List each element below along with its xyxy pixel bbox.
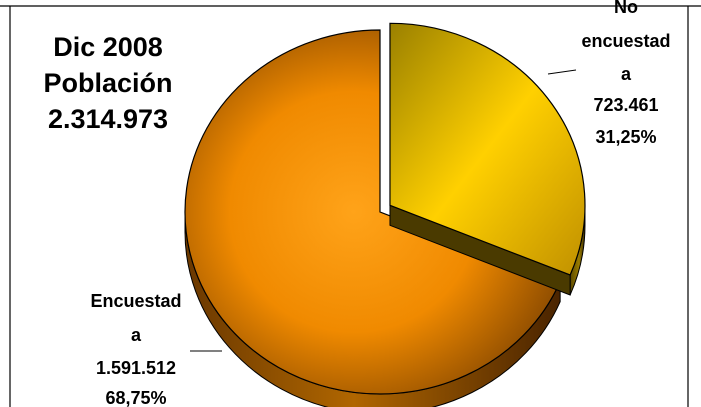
label-no-encuestada-line-2: encuestad <box>581 31 670 51</box>
slice-no-encuestada <box>389 22 586 276</box>
label-no-encuestada-line-1: No <box>614 0 638 17</box>
leader-line-no-encuestada <box>547 69 577 75</box>
chart-title: Dic 2008 Población 2.314.973 <box>43 32 172 134</box>
title-line-1: Dic 2008 <box>53 32 163 62</box>
label-no-encuestada-line-3: a <box>621 64 632 84</box>
title-line-3: 2.314.973 <box>48 104 168 134</box>
title-line-2: Población <box>43 68 172 98</box>
percent-no-encuestada: 31,25% <box>595 127 656 147</box>
label-encuestada-line-1: Encuestad <box>90 291 181 311</box>
slice-label-no-encuestada: No encuestad a 723.461 31,25% <box>581 0 670 147</box>
value-encuestada: 1.591.512 <box>96 358 176 378</box>
slice-encuestada <box>184 29 561 395</box>
value-no-encuestada: 723.461 <box>593 95 658 115</box>
pie-slices <box>184 22 586 407</box>
slice-label-encuestada: Encuestad a 1.591.512 68,75% <box>90 291 181 407</box>
label-encuestada-line-2: a <box>131 325 142 345</box>
percent-encuestada: 68,75% <box>105 388 166 407</box>
